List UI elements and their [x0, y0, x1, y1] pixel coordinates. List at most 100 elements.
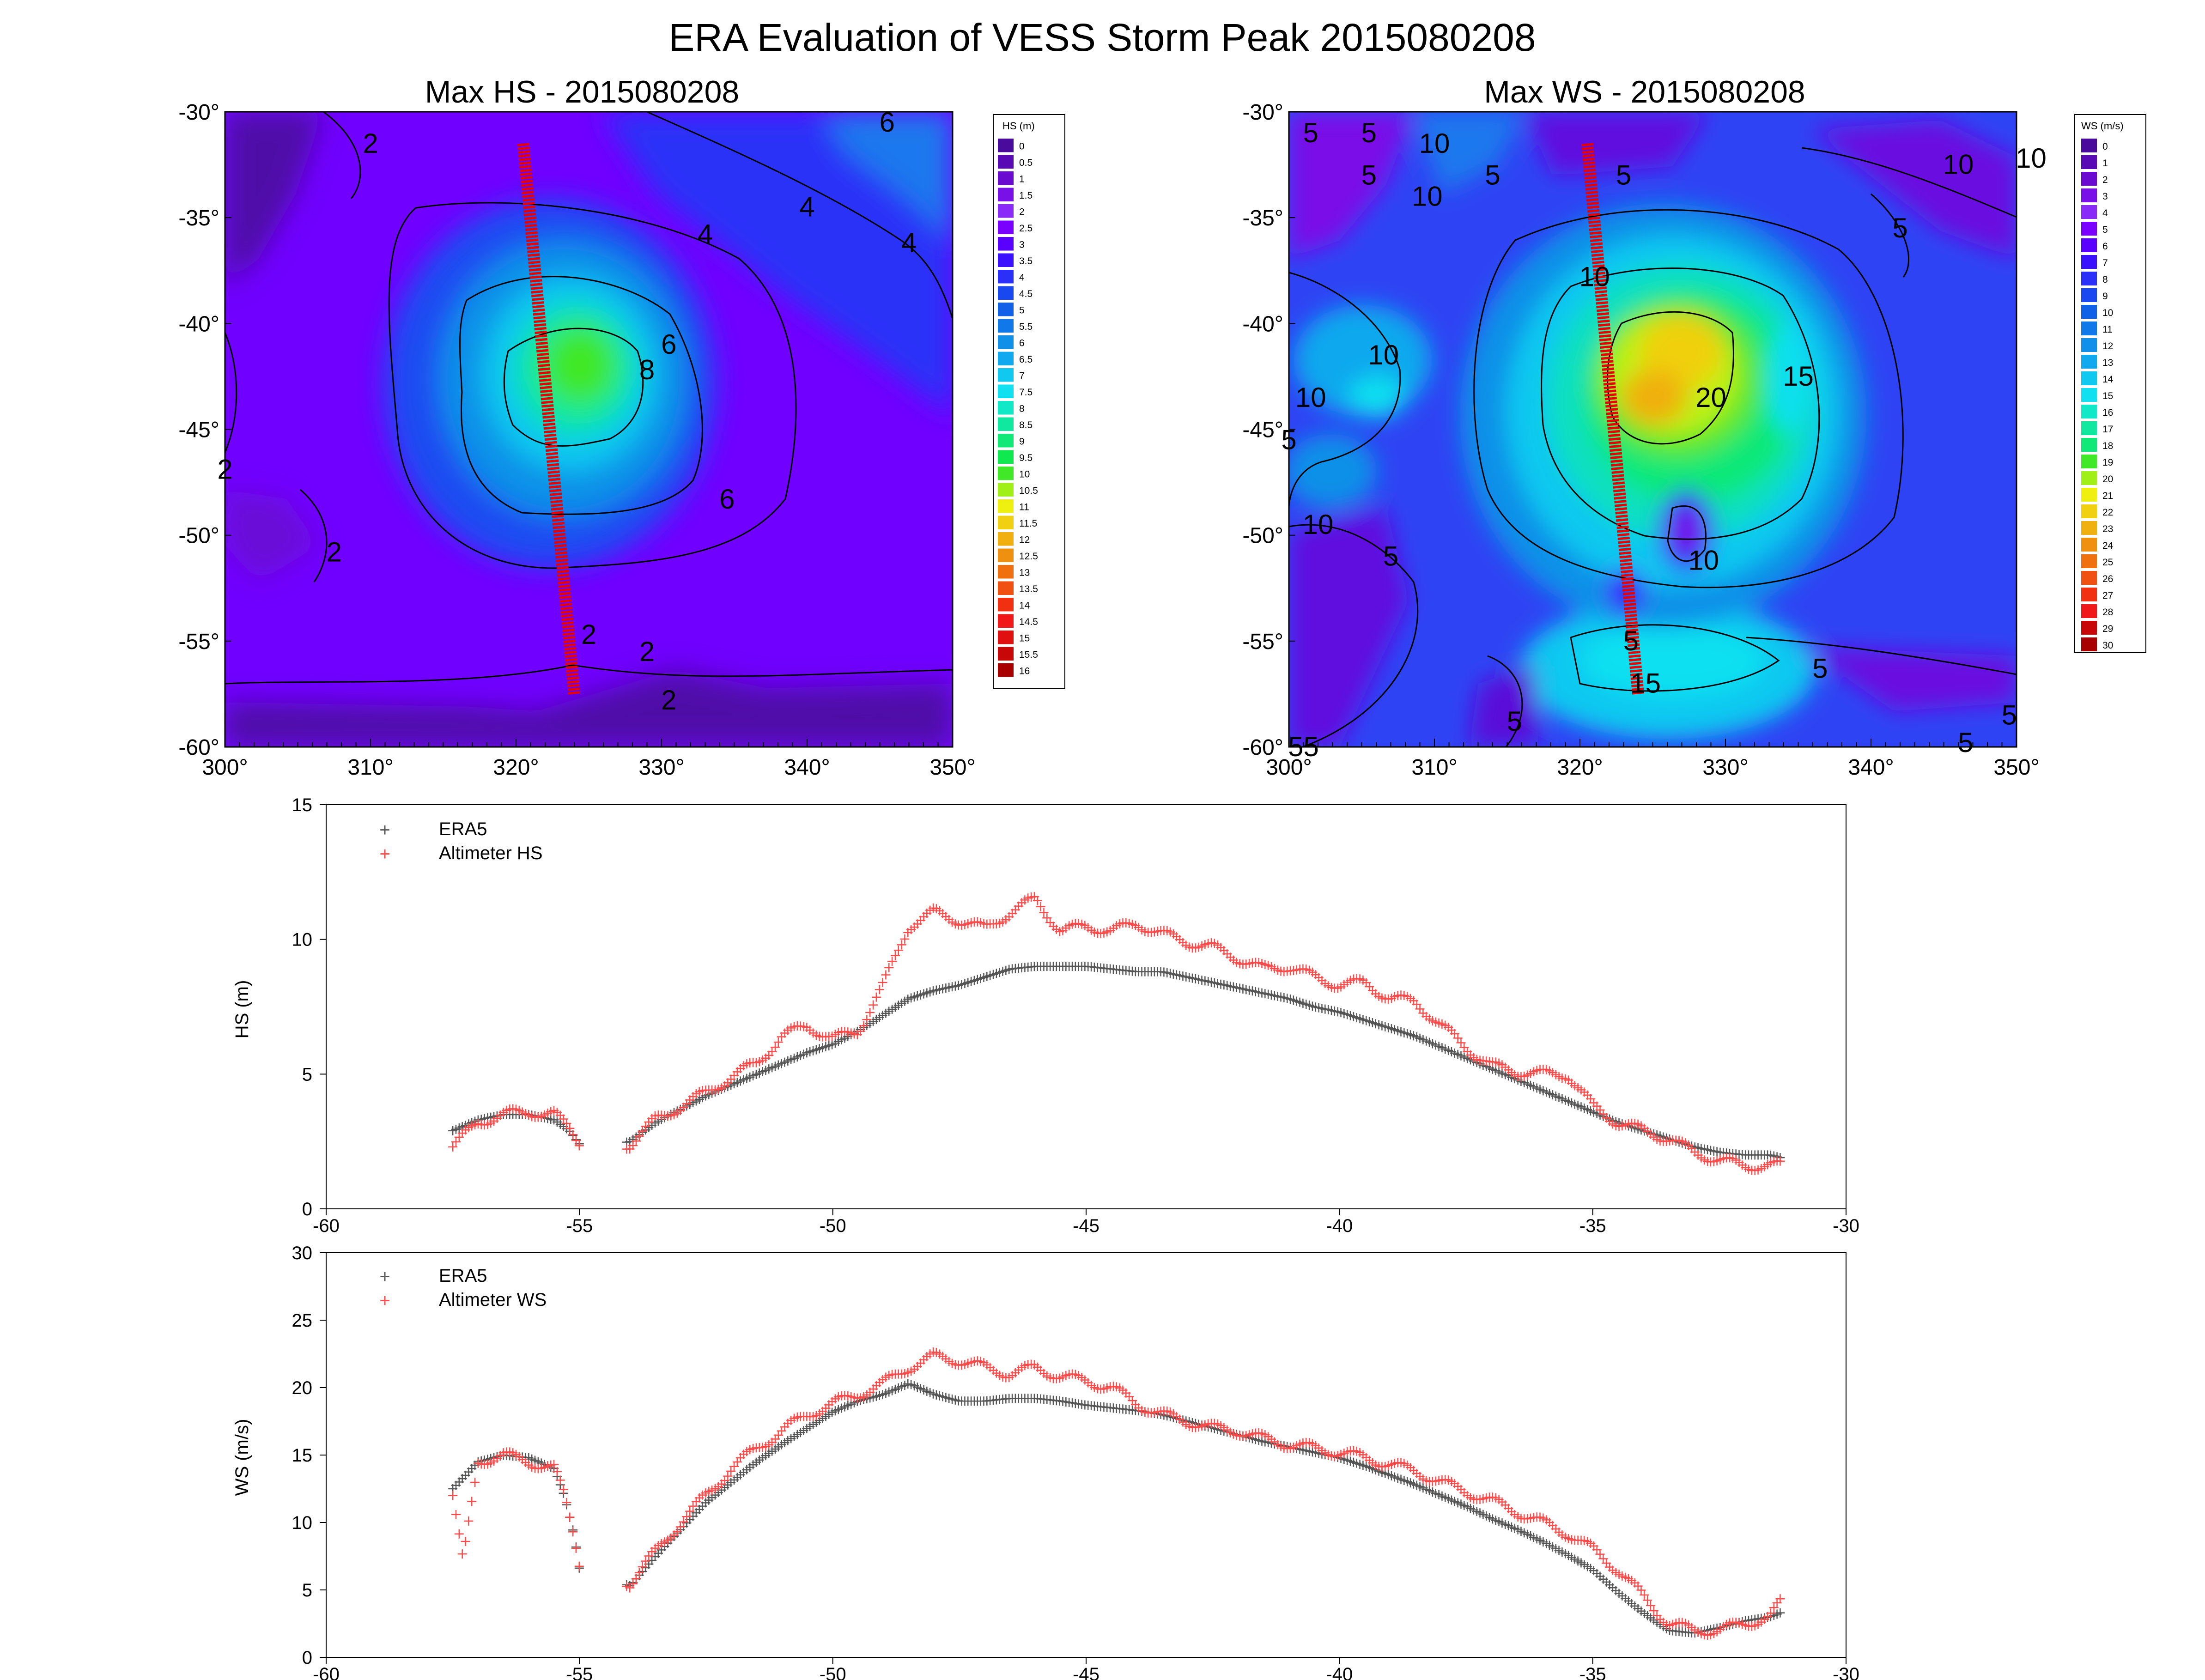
colorbar-swatch [2081, 272, 2097, 285]
colorbar-label: 4 [1019, 273, 1025, 283]
colorbar-label: 22 [2102, 507, 2113, 518]
colorbar-swatch [998, 467, 1014, 480]
colorbar-swatch [2081, 139, 2097, 152]
colorbar-swatch [998, 581, 1014, 595]
colorbar-label: 9.5 [1019, 453, 1033, 463]
colorbar-label: 17 [2102, 424, 2113, 435]
y-tick-label: 30 [292, 1243, 313, 1263]
altimeter-point [871, 992, 881, 1002]
colorbar-swatch [2081, 255, 2097, 269]
colorbar-label: 15 [2102, 391, 2113, 401]
altimeter-point [773, 1037, 783, 1047]
colorbar-swatch [998, 204, 1014, 218]
contour-label: 5 [1303, 117, 1318, 148]
colorbar-swatch [2081, 521, 2097, 535]
y-tick-label: -60° [178, 735, 219, 760]
contour-label: 10 [1368, 340, 1399, 370]
colorbar-swatch [998, 384, 1014, 398]
hs-contours [225, 112, 953, 685]
colorbar-label: 5.5 [1019, 321, 1033, 332]
colorbar-label: 16 [1019, 666, 1030, 677]
ws-line-marks [448, 1347, 1785, 1640]
colorbar-swatch [998, 401, 1014, 415]
contour-label: 10 [1579, 261, 1610, 292]
y-tick-label: -45° [1242, 418, 1283, 443]
colorbar-label: 2 [1019, 207, 1025, 218]
contour-label: 4 [901, 227, 917, 258]
legend-marker-altimeter: + [379, 844, 390, 864]
colorbar-swatch [2081, 305, 2097, 319]
altimeter-point [464, 1516, 474, 1526]
legend-label-altimeter-ws: Altimeter WS [439, 1290, 547, 1310]
contour-label: 5 [1361, 160, 1377, 191]
colorbar-label: 13 [2102, 358, 2113, 368]
contour-label: 10 [1295, 382, 1326, 413]
altimeter-point [685, 1506, 695, 1516]
colorbar-swatch [2081, 155, 2097, 169]
altimeter-point [461, 1537, 470, 1547]
y-tick-label: 25 [292, 1310, 313, 1331]
x-tick-label: 350° [1993, 755, 2039, 780]
x-tick-label: -50 [820, 1664, 846, 1680]
contour-label: 8 [639, 354, 655, 385]
legend-label-era5: ERA5 [439, 819, 487, 839]
colorbar-label: 9 [1019, 437, 1025, 447]
colorbar-swatch [2081, 338, 2097, 352]
colorbar-swatch [998, 270, 1014, 284]
colorbar-swatch [998, 220, 1014, 234]
altimeter-point [865, 1007, 875, 1017]
colorbar-label: 30 [2102, 640, 2113, 651]
x-tick-label: -30 [1833, 1664, 1859, 1680]
colorbar-label: 7 [2102, 258, 2108, 268]
altimeter-point [467, 1497, 477, 1506]
colorbar-swatch [2081, 321, 2097, 335]
altimeter-point [1042, 913, 1052, 923]
colorbar-swatch [2081, 188, 2097, 202]
colorbar-label: 11 [1019, 502, 1029, 513]
colorbar-swatch [998, 548, 1014, 562]
colorbar-label: 8.5 [1019, 420, 1033, 431]
altimeter-point [631, 1574, 641, 1583]
y-tick-label: -40° [1242, 312, 1283, 336]
altimeter-point [1643, 1595, 1652, 1605]
x-tick-label: -55 [566, 1216, 593, 1236]
colorbar-label: 2.5 [1019, 223, 1033, 234]
contour-label: 5 [1507, 706, 1522, 737]
hs-line-panel: -60 -55 -50 -45 -40 -35 -30 0 5 10 15 HS (m) + ERA… [232, 795, 1859, 1236]
colorbar-swatch [998, 237, 1014, 251]
colorbar-swatch [998, 598, 1014, 612]
hs-line-legend: + ERA5 + Altimeter HS [379, 819, 542, 864]
x-tick-label: 340° [784, 755, 830, 780]
colorbar-label: 3 [2102, 191, 2108, 202]
colorbar-label: 8 [2102, 274, 2108, 285]
colorbar-swatch [998, 614, 1014, 628]
figure-title: ERA Evaluation of VESS Storm Peak 201508… [668, 16, 1536, 59]
hs-map-panel: Max HS - 2015080208 [178, 74, 1065, 780]
colorbar-swatch [2081, 355, 2097, 369]
altimeter-point [856, 1026, 865, 1036]
hs-line-ticks: -60 -55 -50 -45 -40 -35 -30 0 5 10 15 [292, 795, 1859, 1236]
colorbar-swatch [998, 303, 1014, 316]
altimeter-point [574, 1141, 584, 1151]
contour-label: 5 [1616, 160, 1631, 191]
x-tick-label: -35 [1579, 1664, 1606, 1680]
colorbar-swatch [2081, 571, 2097, 585]
ws-line-ticks: -60 -55 -50 -45 -40 -35 -30 0 5 10 15 20 25 30 [292, 1243, 1859, 1680]
colorbar-swatch [998, 335, 1014, 349]
colorbar-label: 23 [2102, 524, 2113, 534]
y-tick-label: -30° [1242, 100, 1283, 125]
altimeter-point [1636, 1585, 1646, 1595]
colorbar-swatch [2081, 405, 2097, 418]
colorbar-label: 6.5 [1019, 354, 1033, 365]
altimeter-point [1640, 1590, 1649, 1600]
colorbar-swatch [2081, 621, 2097, 635]
colorbar-swatch [2081, 421, 2097, 435]
colorbar-label: 4.5 [1019, 289, 1033, 299]
x-tick-label: -60 [313, 1216, 340, 1236]
colorbar-label: 10.5 [1019, 485, 1038, 496]
colorbar-swatch [2081, 637, 2097, 651]
colorbar-swatch [998, 532, 1014, 546]
contour-label: 10 [2016, 143, 2047, 174]
y-tick-label: 0 [302, 1648, 312, 1668]
contour-label: 5 [1485, 160, 1500, 191]
